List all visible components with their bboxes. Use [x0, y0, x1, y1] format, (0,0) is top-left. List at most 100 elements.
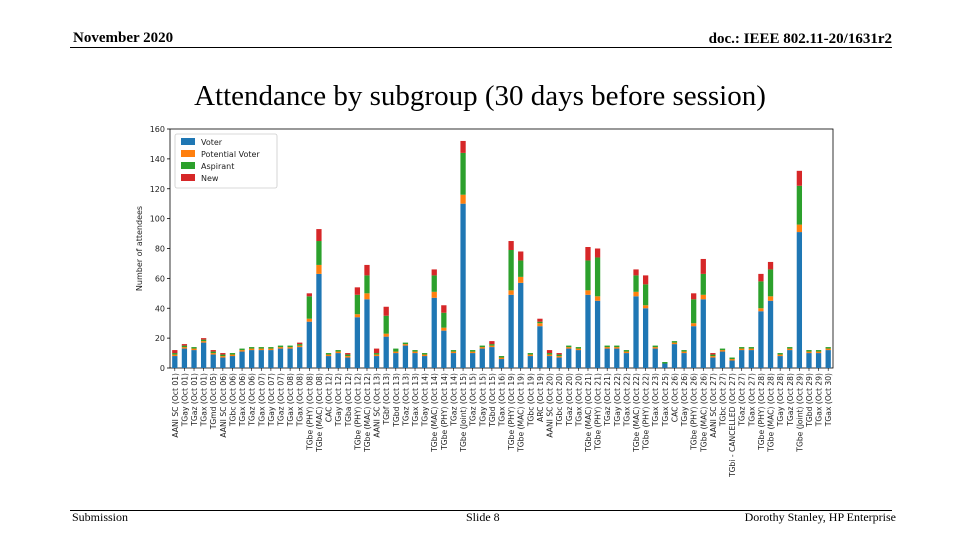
bar-segment-potential-voter — [470, 351, 476, 354]
x-tick-label: TGbd (Oct 29) — [805, 373, 814, 428]
bar-segment-voter — [575, 350, 582, 368]
bar-segment-aspirant — [527, 353, 533, 355]
x-tick-label: AANI SC (Oct 06) — [219, 373, 228, 438]
bar-segment-new — [767, 261, 774, 270]
bar-segment-aspirant — [748, 347, 754, 349]
x-tick-label: TGbc (Oct 20) — [555, 373, 564, 427]
x-tick-label: TGax (Oct 08) — [286, 373, 295, 427]
bar-segment-voter — [258, 350, 264, 368]
bar-segment-new — [441, 305, 447, 313]
x-tick-label: TGax (Oct 13) — [411, 373, 420, 427]
x-tick-label: TGax (Oct 23) — [651, 373, 660, 427]
footer-slide-number: Slide 8 — [466, 510, 500, 524]
x-tick-label: AANI SC (Oct 13) — [373, 373, 382, 438]
x-tick-label: TGaz (Oct 27) — [738, 373, 747, 427]
slide-title: Attendance by subgroup (30 days before s… — [194, 80, 766, 112]
bar-segment-new — [210, 350, 216, 352]
bar-segment-voter — [777, 356, 783, 368]
x-tick-label: TGay (Oct 28) — [776, 373, 785, 427]
y-tick-label: 20 — [155, 334, 165, 343]
x-tick-label: CAC (Oct 26) — [670, 373, 679, 422]
bar-segment-aspirant — [421, 353, 428, 355]
bar-segment-potential-voter — [825, 348, 831, 351]
bar-segment-new — [297, 342, 303, 345]
bar-segment-aspirant — [585, 260, 591, 291]
legend-swatch — [181, 174, 195, 181]
bar-segment-voter — [556, 357, 562, 368]
bar-segment-voter — [527, 356, 533, 368]
bar-segment-aspirant — [431, 275, 437, 292]
bar-segment-potential-voter — [604, 347, 610, 349]
bar-segment-voter — [335, 353, 341, 368]
bar-segment-voter — [518, 282, 524, 368]
x-tick-label: TGbe (MAC) (Oct 19) — [517, 373, 526, 453]
bar-segment-potential-voter — [335, 351, 341, 354]
x-tick-label: TGbe (PHY) (Oct 28) — [757, 373, 766, 451]
bar-segment-aspirant — [566, 345, 572, 348]
x-tick-label: TGbc (Oct 06) — [228, 373, 237, 427]
x-tick-label: TGaz (Oct 20) — [565, 373, 574, 427]
bar-segment-potential-voter — [220, 356, 226, 358]
bar-segment-voter — [412, 353, 418, 368]
bar-segment-aspirant — [325, 353, 332, 355]
bar-segment-new — [518, 251, 524, 261]
x-tick-label: TGbe (MAC) (Oct 22) — [632, 373, 641, 453]
x-tick-label: TGaz (Oct 07) — [277, 373, 286, 427]
bar-segment-aspirant — [710, 354, 716, 357]
bar-segment-aspirant — [719, 348, 726, 351]
bar-segment-aspirant — [460, 152, 466, 195]
bar-segment-aspirant — [470, 350, 476, 352]
x-tick-label: TGbd (Oct 15) — [488, 373, 497, 428]
x-tick-label: TGbe (MAC) (Oct 21) — [584, 373, 593, 453]
x-tick-label: TGay (Oct 07) — [267, 373, 276, 427]
attendance-chart: 0 20 40 60 80 100 120 140 160 Number of attendees… — [135, 125, 834, 478]
y-tick-label: 140 — [150, 155, 165, 164]
bar-segment-aspirant — [345, 354, 351, 357]
bar-segment-aspirant — [412, 350, 418, 352]
bar-segment-aspirant — [229, 353, 236, 355]
x-tick-label: TGax (Oct 20) — [574, 373, 583, 427]
bar-segment-new — [306, 293, 312, 297]
x-tick-label: TGbd (Oct 13) — [392, 373, 401, 428]
legend-swatch — [181, 162, 195, 169]
bar-segment-aspirant — [200, 339, 207, 342]
bar-segment-aspirant — [181, 345, 188, 348]
legend-label: Potential Voter — [201, 150, 260, 159]
x-tick-label: TGax (Oct 07) — [257, 373, 266, 427]
bar-segment-new — [700, 258, 706, 274]
bar-segment-potential-voter — [306, 318, 312, 322]
bar-segment-aspirant — [287, 345, 293, 348]
bar-segment-voter — [249, 350, 255, 368]
x-tick-label: TGax (Oct 22) — [622, 373, 631, 427]
bar-segment-voter — [373, 356, 380, 368]
x-tick-label: TGbe (MAC) (Oct 12) — [363, 373, 372, 453]
bar-segment-voter — [229, 356, 236, 368]
bar-segment-aspirant — [546, 353, 553, 355]
bar-segment-potential-voter — [575, 348, 582, 351]
bar-segment-aspirant — [402, 342, 409, 345]
x-tick-label: TGbe (PHY) (Oct 08) — [305, 373, 314, 451]
bar-segment-potential-voter — [719, 350, 726, 352]
bar-segment-voter — [479, 348, 485, 368]
bar-segment-voter — [767, 300, 774, 368]
bar-segment-voter — [383, 336, 389, 368]
bar-segment-potential-voter — [287, 347, 293, 349]
x-tick-label: TGbe (Joint) (Oct 15) — [459, 373, 468, 453]
y-tick-label: 120 — [150, 185, 165, 194]
bar-segment-voter — [460, 203, 466, 368]
bar-segment-aspirant — [383, 315, 389, 334]
bar-segment-new — [172, 350, 178, 354]
bar-segment-voter — [364, 299, 370, 368]
x-tick-label: TGaz (Oct 21) — [603, 373, 612, 427]
bar-segment-aspirant — [642, 284, 649, 306]
bar-segment-voter — [691, 326, 697, 368]
bar-segment-voter — [787, 350, 793, 368]
y-tick-label: 80 — [155, 245, 165, 254]
y-tick-label: 60 — [155, 274, 165, 283]
bar-segment-potential-voter — [508, 290, 514, 295]
bar-segment-voter — [200, 342, 207, 368]
bar-segment-new — [796, 170, 803, 186]
header-date: November 2020 — [73, 30, 174, 46]
bar-segment-voter — [758, 311, 764, 368]
x-tick-label: TGmd (Oct 05) — [209, 373, 218, 430]
